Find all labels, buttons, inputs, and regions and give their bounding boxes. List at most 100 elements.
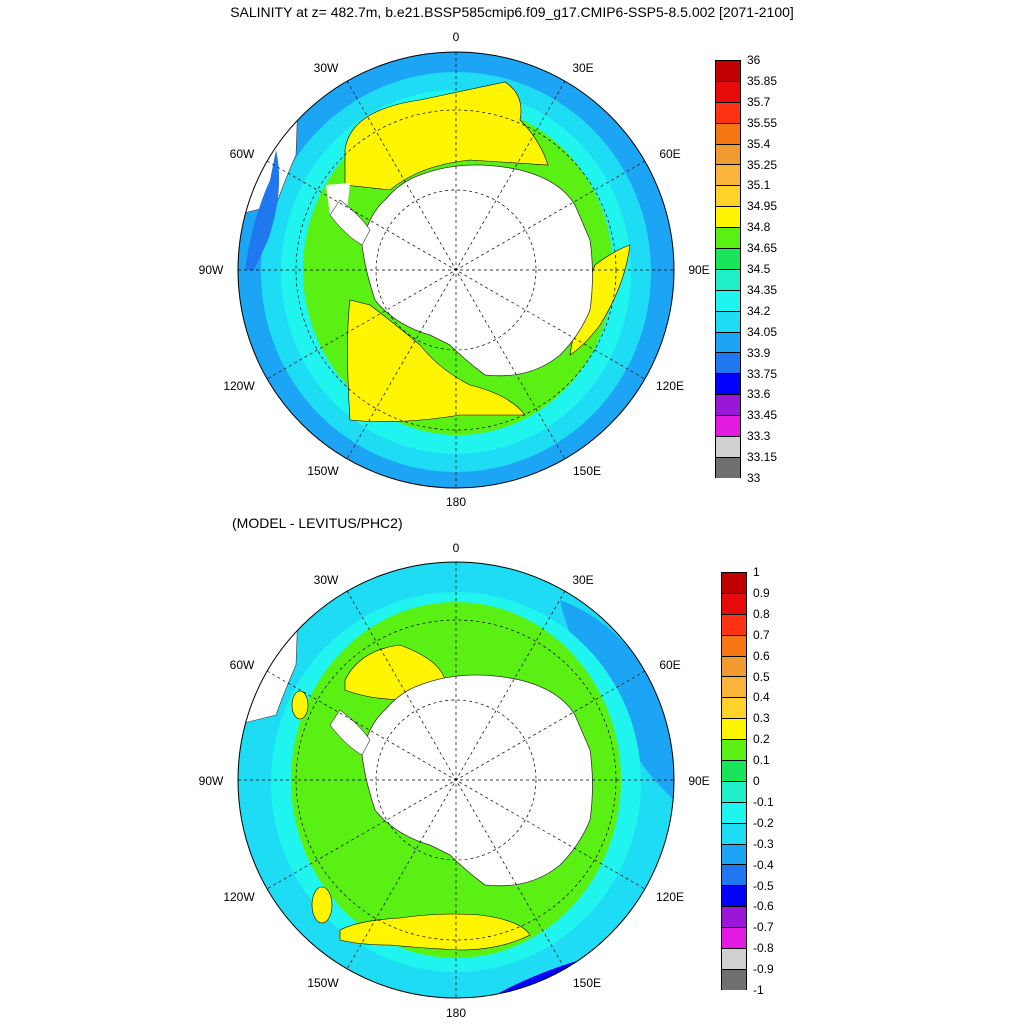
difference-colorbar-swatch [721, 676, 747, 698]
difference-colorbar-tick-label: 0.6 [753, 648, 770, 663]
salinity-colorbar-swatch [715, 331, 741, 353]
salinity-colorbar-swatch [715, 164, 741, 186]
diff-lon-label-120w: 120W [223, 890, 255, 904]
salinity-colorbar-swatch [715, 248, 741, 269]
difference-colorbar-tick-label: -1 [753, 983, 764, 997]
difference-colorbar-swatch [721, 572, 747, 593]
difference-colorbar-swatch [721, 801, 747, 823]
lon-label-30e: 30E [572, 61, 594, 75]
difference-colorbar-tick-label: 0 [753, 774, 760, 788]
salinity-colorbar: 33 33.15 33.3 33.45 33.6 33.75 33.9 34.05 34.2 34… [715, 53, 777, 485]
salinity-colorbar-swatch [715, 352, 741, 374]
diff-lon-label-0: 0 [452, 541, 460, 555]
salinity-colorbar-tick-label: 34.35 [747, 282, 778, 297]
difference-colorbar-swatch [721, 927, 747, 949]
diff-120w-patch [311, 886, 333, 924]
salinity-map [237, 51, 675, 489]
diff-lon-label-150e: 150E [572, 976, 602, 990]
salinity-colorbar-tick-label: 36 [747, 53, 761, 67]
salinity-colorbar-tick-label: 34.05 [747, 324, 778, 339]
difference-colorbar-tick-label: 0.1 [753, 753, 770, 768]
diff-60w-patch [291, 690, 309, 720]
difference-colorbar: -1 -0.9 -0.8 -0.7 -0.6 -0.5 -0.4 -0.3 -0.2 -0.1 0 0… [721, 565, 774, 997]
ross-gyre [347, 299, 526, 422]
difference-colorbar-tick-label: 0.9 [753, 585, 770, 600]
salinity-colorbar-tick-label: 33.6 [747, 387, 771, 402]
salinity-colorbar-tick-label: 35.25 [747, 157, 778, 172]
difference-colorbar-swatch [721, 697, 747, 719]
salinity-colorbar-tick-label: 34.95 [747, 199, 778, 214]
salinity-colorbar-swatch [715, 227, 741, 249]
salinity-colorbar-swatch [715, 80, 741, 102]
difference-colorbar-swatch [721, 592, 747, 614]
diff-map-border [237, 561, 675, 999]
salinity-colorbar-tick-label: 33.75 [747, 366, 778, 381]
lon-label-150e: 150E [572, 464, 602, 478]
difference-colorbar-swatch [721, 613, 747, 635]
difference-colorbar-swatch [721, 948, 747, 969]
lon-label-120w: 120W [223, 379, 255, 393]
difference-colorbar-tick-label: -0.2 [753, 815, 774, 830]
lon-label-180: 180 [445, 495, 467, 509]
difference-colorbar-swatch [721, 843, 747, 865]
salinity-colorbar-tick-label: 34.2 [747, 303, 771, 318]
salinity-colorbar-swatch [715, 101, 741, 123]
salinity-colorbar-swatch [715, 60, 741, 81]
difference-colorbar-tick-label: -0.3 [753, 836, 774, 851]
salinity-colorbar-tick-label: 33 [747, 471, 761, 485]
difference-colorbar-swatch [721, 760, 747, 781]
difference-colorbar-swatch [721, 885, 747, 907]
salinity-colorbar-tick-label: 33.3 [747, 429, 771, 444]
diff-lon-label-30e: 30E [572, 573, 594, 587]
difference-colorbar-swatch [721, 864, 747, 886]
salinity-colorbar-tick-label: 33.9 [747, 345, 771, 360]
salinity-colorbar-swatch [715, 373, 741, 395]
difference-colorbar-tick-label: -0.1 [753, 794, 774, 809]
salinity-colorbar-tick-label: 33.15 [747, 450, 778, 465]
diff-lon-label-120e: 120E [655, 890, 685, 904]
salinity-colorbar-swatch [715, 415, 741, 437]
salinity-colorbar-tick-label: 34.5 [747, 262, 771, 276]
lon-label-60w: 60W [229, 147, 255, 161]
difference-colorbar-tick-label: -0.7 [753, 920, 774, 935]
diff-lon-label-60e: 60E [659, 658, 681, 672]
difference-colorbar-tick-label: 1 [753, 565, 760, 579]
diff-lon-label-90w: 90W [198, 774, 224, 788]
diff-lon-label-90e: 90E [688, 774, 710, 788]
difference-colorbar-swatch [721, 822, 747, 844]
difference-colorbar-swatch [721, 739, 747, 761]
difference-colorbar-tick-label: 0.8 [753, 606, 770, 621]
difference-colorbar-swatch [721, 780, 747, 802]
salinity-colorbar-swatch [715, 143, 741, 165]
diff-lon-label-150w: 150W [307, 976, 339, 990]
lon-label-60e: 60E [659, 147, 681, 161]
salinity-colorbar-swatch [715, 122, 741, 144]
lon-label-120e: 120E [655, 379, 685, 393]
diff-lon-label-180: 180 [445, 1006, 467, 1020]
salinity-colorbar-tick-label: 33.45 [747, 408, 778, 423]
salinity-colorbar-swatch [715, 185, 741, 207]
lon-label-90e: 90E [688, 263, 710, 277]
salinity-colorbar-swatch [715, 394, 741, 416]
difference-colorbar-tick-label: 0.5 [753, 669, 770, 684]
difference-colorbar-tick-label: -0.6 [753, 899, 774, 914]
difference-colorbar-tick-label: 0.3 [753, 711, 770, 726]
diff-lon-label-60w: 60W [229, 658, 255, 672]
difference-colorbar-swatch [721, 906, 747, 928]
lon-label-90w: 90W [198, 263, 224, 277]
diff-graticule [238, 562, 674, 998]
diff-ross-patch [339, 913, 531, 951]
salinity-colorbar-swatch [715, 310, 741, 332]
salinity-colorbar-tick-label: 35.1 [747, 178, 771, 193]
difference-colorbar-tick-label: -0.5 [753, 878, 774, 893]
salinity-colorbar-tick-label: 35.85 [747, 73, 778, 88]
difference-plot-title: (MODEL - LEVITUS/PHC2) [232, 515, 403, 531]
salinity-colorbar-tick-label: 35.55 [747, 115, 778, 130]
lon-label-0: 0 [452, 30, 460, 44]
salinity-colorbar-swatch [715, 268, 741, 290]
salinity-colorbar-swatch [715, 289, 741, 311]
difference-colorbar-tick-label: -0.4 [753, 857, 774, 872]
difference-colorbar-tick-label: -0.8 [753, 941, 774, 956]
difference-colorbar-tick-label: 0.2 [753, 732, 770, 747]
difference-colorbar-swatch [721, 634, 747, 656]
